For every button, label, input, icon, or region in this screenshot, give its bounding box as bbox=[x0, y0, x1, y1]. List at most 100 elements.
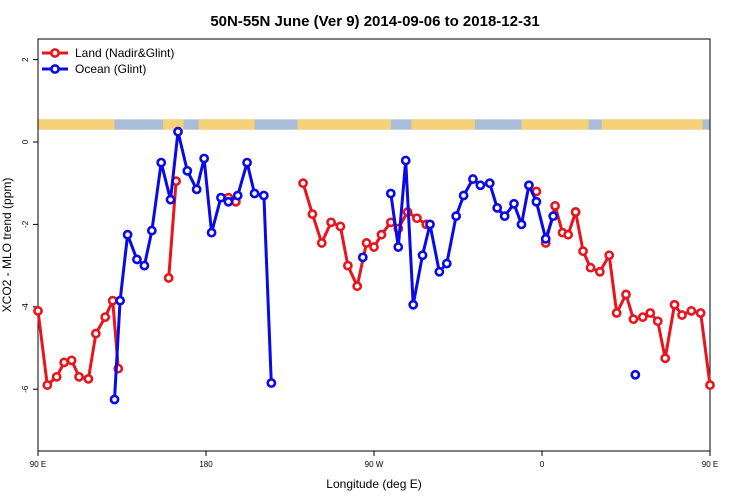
data-point bbox=[266, 378, 277, 388]
data-point bbox=[645, 308, 656, 318]
data-point bbox=[109, 394, 120, 405]
land-band bbox=[297, 119, 391, 130]
data-point bbox=[146, 225, 157, 236]
data-point bbox=[232, 190, 243, 201]
land-band bbox=[411, 119, 475, 130]
data-point bbox=[630, 369, 641, 380]
land-band bbox=[601, 119, 703, 130]
data-point bbox=[669, 299, 680, 310]
data-point bbox=[458, 190, 469, 201]
data-point bbox=[695, 308, 706, 318]
data-point bbox=[385, 188, 396, 199]
data-point bbox=[637, 312, 648, 322]
data-point bbox=[249, 188, 260, 199]
x-tick-label: 90 W bbox=[365, 460, 384, 469]
data-point bbox=[342, 260, 353, 271]
data-point bbox=[42, 380, 53, 390]
data-point bbox=[468, 174, 478, 184]
data-point bbox=[90, 328, 101, 339]
data-point bbox=[316, 238, 327, 248]
data-point bbox=[677, 310, 687, 320]
data-point bbox=[132, 254, 142, 265]
data-point bbox=[83, 373, 94, 384]
data-point bbox=[357, 252, 368, 263]
data-point bbox=[326, 217, 336, 228]
data-point bbox=[59, 357, 70, 368]
data-point bbox=[191, 184, 202, 195]
data-point bbox=[400, 155, 411, 166]
data-point bbox=[412, 213, 422, 224]
data-point bbox=[621, 289, 631, 300]
data-point bbox=[451, 211, 462, 222]
data-point bbox=[165, 194, 176, 205]
data-point bbox=[216, 192, 226, 203]
data-point bbox=[223, 196, 234, 207]
data-point bbox=[425, 219, 435, 230]
data-point bbox=[298, 178, 308, 189]
data-point bbox=[540, 233, 551, 244]
data-point bbox=[369, 242, 379, 252]
series-layer bbox=[33, 126, 715, 405]
y-tick-label: 2 bbox=[21, 57, 30, 62]
data-point bbox=[100, 312, 111, 322]
chart-title: 50N-55N June (Ver 9) 2014-09-06 to 2018-… bbox=[210, 13, 539, 30]
land-band bbox=[198, 119, 255, 130]
data-point bbox=[550, 200, 560, 211]
data-point bbox=[531, 196, 542, 207]
legend-label: Land (Nadir&Glint) bbox=[75, 46, 174, 60]
y-tick-label: 0 bbox=[21, 139, 30, 144]
data-point bbox=[361, 238, 372, 248]
data-point bbox=[417, 250, 428, 261]
y-tick-label: -6 bbox=[21, 385, 30, 393]
series-line bbox=[113, 130, 273, 400]
data-point bbox=[686, 306, 697, 316]
x-tick-label: 90 E bbox=[702, 460, 718, 469]
data-point bbox=[585, 262, 596, 273]
x-tick-label: 180 bbox=[199, 460, 213, 469]
data-point bbox=[163, 273, 174, 283]
data-point bbox=[139, 260, 150, 271]
data-point bbox=[173, 126, 183, 137]
legend-label: Ocean (Glint) bbox=[75, 62, 146, 76]
legend-marker bbox=[50, 64, 60, 74]
land-ocean-strip bbox=[38, 119, 710, 130]
data-point bbox=[434, 266, 445, 277]
data-point bbox=[652, 316, 663, 327]
data-point bbox=[115, 295, 126, 306]
data-point bbox=[182, 165, 193, 176]
data-point bbox=[594, 266, 605, 277]
data-point bbox=[628, 314, 639, 325]
data-point bbox=[33, 306, 43, 316]
data-point bbox=[578, 246, 588, 257]
data-point bbox=[499, 211, 510, 222]
data-point bbox=[611, 308, 622, 318]
land-band bbox=[38, 119, 115, 130]
data-point bbox=[74, 371, 84, 382]
data-point bbox=[376, 229, 387, 240]
data-point bbox=[492, 203, 503, 213]
data-point bbox=[66, 355, 77, 366]
legend-marker bbox=[50, 48, 60, 58]
data-point bbox=[258, 190, 269, 201]
data-point bbox=[307, 209, 318, 219]
x-tick-label: 90 E bbox=[30, 460, 46, 469]
x-axis-label: Longitude (deg E) bbox=[326, 477, 421, 491]
y-axis: -6 -4 -2 0 2 bbox=[21, 57, 38, 393]
legend: Land (Nadir&Glint) Ocean (Glint) bbox=[42, 46, 174, 76]
data-point bbox=[199, 153, 210, 164]
data-point bbox=[408, 299, 419, 310]
data-point bbox=[705, 380, 715, 390]
data-point bbox=[484, 178, 495, 189]
y-axis-label: XCO2 - MLO trend (ppm) bbox=[0, 178, 14, 313]
data-point bbox=[107, 295, 118, 306]
land-band bbox=[163, 119, 184, 130]
data-point bbox=[604, 250, 615, 261]
data-point bbox=[570, 207, 581, 217]
data-point bbox=[393, 242, 404, 252]
series-line bbox=[167, 180, 178, 279]
data-point bbox=[441, 258, 452, 269]
x-tick-label: 0 bbox=[540, 460, 545, 469]
y-tick-label: -2 bbox=[21, 220, 30, 228]
data-point bbox=[206, 227, 217, 238]
